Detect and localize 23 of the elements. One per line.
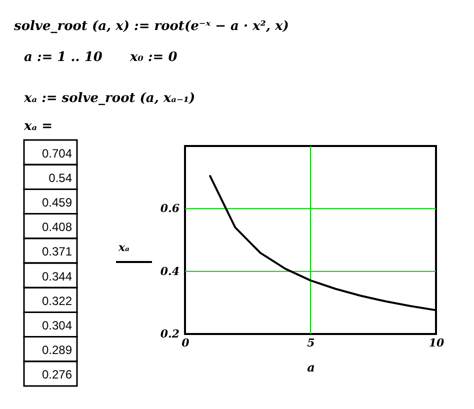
text: 0.304 (42, 318, 72, 332)
text: xₐ = (23, 119, 52, 134)
y-tick-label: 0.6 (160, 202, 180, 216)
text: 0.289 (42, 343, 72, 358)
text: 0.54 (48, 170, 72, 185)
text: 0.704 (42, 146, 72, 160)
text: solve_root (a, x) := root(e⁻ˣ − a · x², x) (14, 19, 289, 34)
text: a := 1 .. 10 (24, 50, 102, 65)
text: 0.408 (42, 220, 72, 234)
y-tick-label: 0.2 (160, 328, 180, 340)
text: 0.344 (42, 269, 72, 284)
text: xₐ (117, 241, 130, 254)
x-tick-label: 5 (307, 336, 315, 350)
text: 0.459 (42, 196, 72, 210)
x-axis-title: a (307, 360, 315, 374)
text: x₀ := 0 (129, 50, 178, 65)
x-tick-label: 10 (428, 336, 444, 350)
text: xₐ := solve_root (a, xₐ₋₁) (23, 91, 196, 106)
y-tick-label: 0.4 (160, 264, 180, 278)
text: 0.322 (42, 294, 72, 308)
text: 0.371 (42, 244, 72, 259)
x-tick-label: 0 (182, 336, 190, 350)
text: 0.276 (42, 368, 72, 382)
